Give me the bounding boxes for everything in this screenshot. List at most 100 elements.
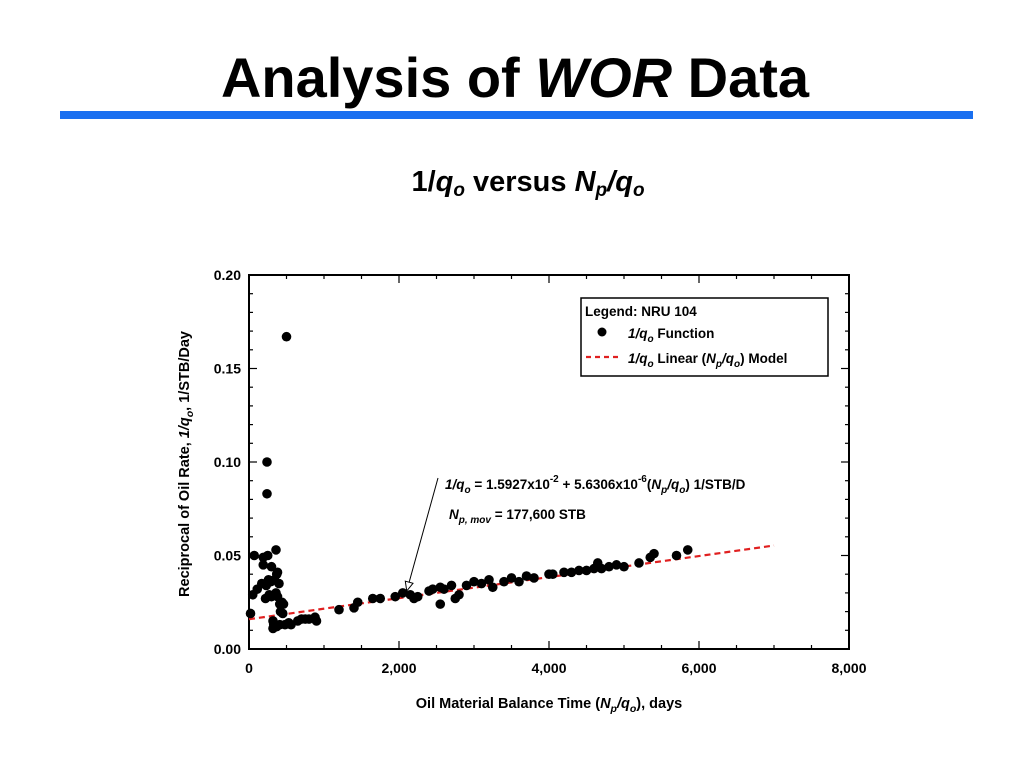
data-point	[352, 597, 363, 608]
legend-title: Legend: NRU 104	[585, 304, 697, 319]
y-axis-title: Reciprocal of Oil Rate, 1/qo, 1/STB/Day	[177, 331, 196, 597]
legend-entry-function: 1/qo Function	[628, 326, 714, 345]
title-underline-rule	[60, 111, 973, 119]
xl-f: o	[630, 703, 637, 715]
eq-i: N	[651, 477, 661, 492]
data-point	[596, 563, 607, 574]
arrow-shaft	[406, 477, 439, 592]
data-point	[375, 593, 386, 604]
le1-c: o	[648, 334, 654, 345]
data-point	[671, 550, 682, 561]
data-point	[649, 548, 659, 559]
title-text-emphasis: WOR	[535, 46, 673, 109]
data-point	[547, 569, 558, 579]
eq-l: q	[671, 477, 680, 492]
data-point	[499, 576, 509, 587]
x-tick-label: 4,000	[531, 660, 566, 676]
data-point	[439, 584, 449, 594]
subtitle-part-4: versus	[464, 166, 575, 198]
data-point	[446, 580, 457, 591]
data-point	[529, 573, 539, 583]
data-point	[278, 599, 289, 609]
y-tick-label: 0.10	[214, 454, 241, 470]
yl-e: , 1/STB/Day	[177, 331, 193, 411]
subtitle-part-7: /	[607, 166, 616, 198]
data-point	[487, 582, 498, 593]
subtitle-part-6: p	[595, 180, 608, 201]
legend-entry-model: 1/qo Linear (Np/qo) Model	[628, 351, 787, 370]
eq-b: q	[456, 477, 465, 492]
mov-c: = 177,600 STB	[491, 507, 586, 522]
data-point	[277, 608, 288, 619]
eq-h: (	[647, 477, 652, 492]
eq-a: 1/	[445, 477, 458, 492]
eq-k: /	[666, 477, 672, 492]
chart-subtitle: 1/qo versus Np/qo	[0, 166, 1024, 202]
data-point	[484, 575, 494, 585]
y-tick-label: 0.05	[214, 548, 241, 564]
x-tick-label: 2,000	[381, 660, 416, 676]
data-point	[245, 608, 256, 619]
subtitle-part-2: q	[435, 166, 454, 198]
data-point	[334, 604, 344, 615]
title-text-pre: Analysis of	[220, 46, 536, 109]
eq-n: ) 1/STB/D	[685, 477, 745, 492]
data-point	[262, 457, 272, 467]
data-point	[249, 550, 260, 561]
data-points-layer	[245, 331, 693, 634]
data-point	[427, 584, 438, 594]
slide-title: Analysis of WOR Data	[0, 42, 1024, 114]
xl-b: N	[600, 696, 611, 712]
x-axis-title: Oil Material Balance Time (Np/qo), days	[416, 696, 682, 715]
y-tick-labels: 0.00 0.05 0.10 0.15 0.20	[214, 267, 241, 657]
data-point	[271, 545, 281, 555]
x-tick-label: 8,000	[831, 660, 866, 676]
data-point	[581, 565, 592, 576]
le2-e: N	[706, 351, 716, 366]
arrow-head	[404, 580, 414, 593]
data-point	[274, 578, 284, 589]
data-point	[412, 591, 423, 602]
data-point	[682, 545, 693, 555]
annotation-equation: 1/qo = 1.5927x10-2 + 5.6306x10-6(Np/qo) …	[445, 474, 746, 496]
subtitle-part-9: o	[632, 180, 645, 201]
yl-d: o	[184, 410, 196, 417]
x-tick-label: 6,000	[681, 660, 716, 676]
data-point	[619, 561, 629, 572]
eq-m: o	[679, 485, 685, 496]
x-tick-label: 0	[245, 660, 253, 676]
data-point	[559, 567, 569, 578]
xl-c: p	[610, 703, 618, 715]
subtitle-part-1: 1/	[411, 166, 436, 198]
le2-f: p	[715, 359, 722, 370]
data-point	[262, 488, 272, 499]
y-tick-label: 0.00	[214, 641, 241, 657]
data-point	[390, 591, 401, 602]
eq-g: -6	[638, 474, 647, 485]
le1-a: 1/	[628, 326, 641, 341]
data-point	[521, 571, 532, 581]
title-text-post: Data	[672, 46, 810, 109]
data-point	[514, 576, 524, 587]
data-point	[574, 565, 584, 576]
le2-a: 1/	[628, 351, 641, 366]
eq-j: p	[660, 485, 667, 496]
le2-c: o	[648, 359, 654, 370]
data-point	[311, 616, 322, 626]
subtitle-part-5: N	[574, 166, 596, 198]
data-point	[281, 331, 292, 342]
x-tick-labels: 0 2,000 4,000 6,000 8,000	[245, 660, 867, 676]
data-point	[506, 573, 517, 583]
le2-h: q	[726, 351, 735, 366]
data-point	[634, 558, 644, 568]
le2-g: /	[721, 351, 727, 366]
data-point	[469, 576, 479, 587]
data-point	[461, 580, 472, 591]
xl-g: ), days	[636, 696, 682, 712]
data-point	[266, 561, 277, 572]
data-point	[397, 588, 408, 598]
data-point	[272, 567, 283, 578]
eq-d: = 1.5927x10	[471, 477, 550, 492]
data-point	[258, 560, 269, 570]
